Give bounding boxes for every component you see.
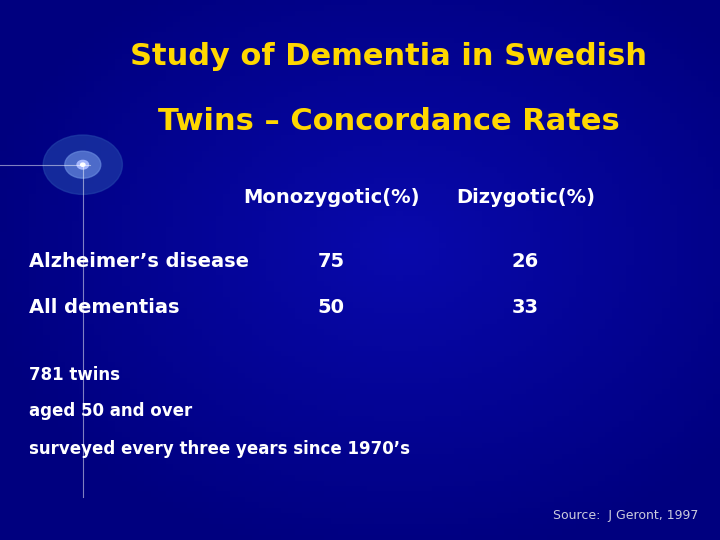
Circle shape: [43, 135, 122, 194]
Text: Source:  J Geront, 1997: Source: J Geront, 1997: [553, 509, 698, 522]
Circle shape: [65, 151, 101, 178]
Text: aged 50 and over: aged 50 and over: [29, 402, 192, 421]
Circle shape: [81, 163, 85, 166]
Text: Monozygotic(%): Monozygotic(%): [243, 187, 420, 207]
Text: 33: 33: [512, 298, 539, 318]
Text: 781 twins: 781 twins: [29, 366, 120, 384]
Text: surveyed every three years since 1970’s: surveyed every three years since 1970’s: [29, 440, 410, 458]
Text: 50: 50: [318, 298, 345, 318]
Text: Alzheimer’s disease: Alzheimer’s disease: [29, 252, 249, 272]
Text: 26: 26: [512, 252, 539, 272]
Text: All dementias: All dementias: [29, 298, 179, 318]
Text: Study of Dementia in Swedish: Study of Dementia in Swedish: [130, 42, 647, 71]
Circle shape: [77, 160, 89, 169]
Text: 75: 75: [318, 252, 345, 272]
Text: Dizygotic(%): Dizygotic(%): [456, 187, 595, 207]
Text: Twins – Concordance Rates: Twins – Concordance Rates: [158, 107, 620, 136]
